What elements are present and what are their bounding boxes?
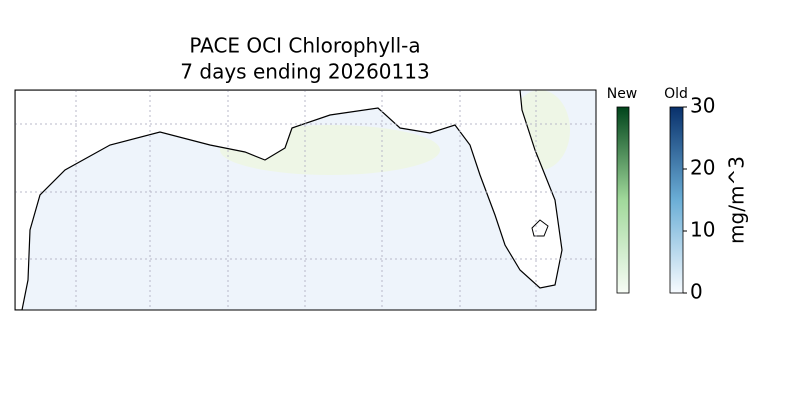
map <box>15 90 596 310</box>
map-frame <box>14 89 597 311</box>
colorbar-title: New <box>607 86 638 102</box>
tick-label: 0 <box>690 280 703 304</box>
tick-label: 20 <box>690 156 715 180</box>
lake <box>531 219 549 237</box>
colorbar-title: Old <box>664 86 688 102</box>
land <box>15 90 563 310</box>
title-line: PACE OCI Chlorophyll-a <box>189 34 420 58</box>
colorbar-new <box>616 106 630 294</box>
tick-label: 30 <box>690 94 715 118</box>
colorbar-old <box>669 106 684 294</box>
title-line: 7 days ending 20260113 <box>180 60 429 84</box>
tick-label: 10 <box>690 218 715 242</box>
colorbar-label: mg/m^3 <box>725 156 749 244</box>
graticule <box>15 90 596 310</box>
